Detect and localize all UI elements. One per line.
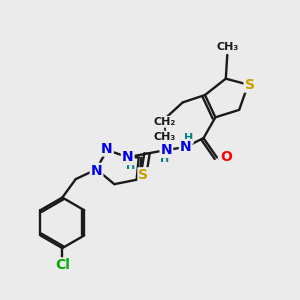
Text: N: N bbox=[180, 140, 191, 154]
Text: N: N bbox=[91, 164, 102, 178]
Text: S: S bbox=[244, 78, 255, 92]
Text: CH₃: CH₃ bbox=[216, 43, 238, 52]
Text: CH₃: CH₃ bbox=[154, 132, 176, 142]
Text: S: S bbox=[139, 168, 148, 182]
Text: N: N bbox=[101, 142, 113, 155]
Text: H: H bbox=[160, 154, 170, 164]
Text: N: N bbox=[160, 143, 172, 157]
Text: H: H bbox=[184, 133, 193, 143]
Text: CH₂: CH₂ bbox=[154, 117, 176, 127]
Text: Cl: Cl bbox=[55, 258, 70, 272]
Text: H: H bbox=[126, 161, 135, 171]
Text: N: N bbox=[122, 150, 134, 164]
Text: O: O bbox=[220, 150, 232, 164]
